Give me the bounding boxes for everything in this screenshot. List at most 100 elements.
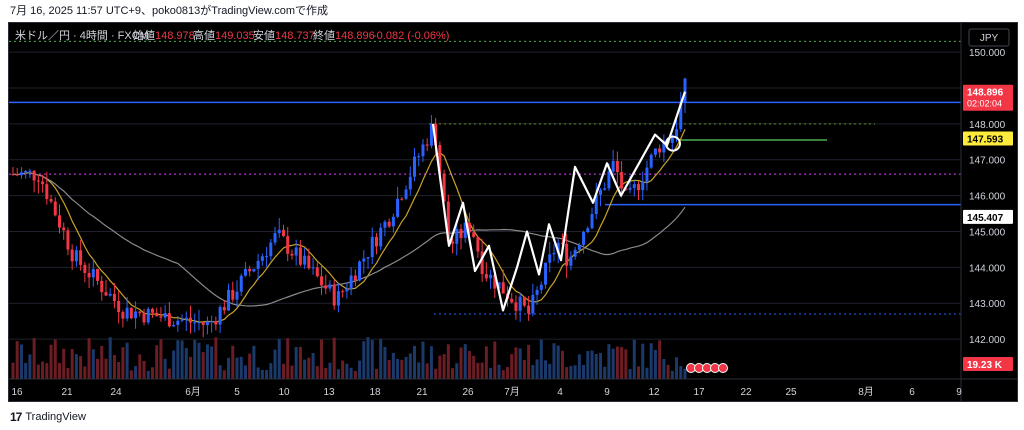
candle-body (679, 102, 683, 130)
candle-body (104, 292, 108, 296)
volume-bar (590, 350, 594, 379)
candle-body (353, 275, 357, 281)
candle-body (28, 170, 32, 172)
volume-bar (404, 356, 408, 379)
close-label: 終値 (313, 28, 335, 42)
capture-info: 7月 16, 2025 11:57 UTC+9、poko0813がTrading… (0, 0, 1024, 22)
volume-tag-bg (963, 357, 1013, 371)
highlight-circle (665, 135, 681, 152)
volume-bar (79, 356, 83, 379)
candle-body (446, 201, 450, 242)
volume-bar (294, 346, 298, 379)
candle-body (100, 280, 104, 293)
slow-moving-average (12, 172, 686, 307)
volume-bar (594, 353, 598, 379)
volume-bar (150, 367, 154, 379)
candle-body (535, 289, 539, 295)
volume-bar (429, 346, 433, 379)
volume-bar (510, 354, 514, 379)
candle-body (603, 188, 607, 190)
candle-body (611, 160, 615, 172)
candle-body (239, 275, 243, 292)
candle-body (476, 236, 480, 252)
candle-body (79, 250, 83, 265)
candle-body (358, 261, 362, 281)
volume-bar (142, 360, 146, 379)
chart-frame[interactable]: 米ドル／円 · 4時間 · FXCM 始値 148.978 高値 149.035… (8, 22, 1018, 402)
tradingview-logo[interactable]: 17 TradingView (10, 410, 86, 424)
candle-body (641, 182, 645, 191)
x-tick-label: 17 (693, 387, 705, 398)
candle-body (569, 256, 573, 266)
volume-bar (83, 366, 87, 379)
volume-bar (180, 340, 184, 379)
volume-bar (370, 339, 374, 379)
volume-bar (518, 348, 522, 379)
candle-body (286, 236, 290, 254)
volume-bar (413, 345, 417, 379)
volume-bar (104, 358, 108, 379)
candle-body (19, 172, 23, 176)
candle-body (425, 144, 429, 146)
candle-body (383, 221, 387, 228)
x-tick-label: 25 (785, 387, 797, 398)
volume-bar (374, 368, 378, 379)
x-tick-label: 18 (369, 387, 381, 398)
volume-bar (649, 343, 653, 379)
volume-bar (45, 363, 49, 379)
candle-body (150, 308, 154, 313)
candle-body (577, 244, 581, 250)
economic-events[interactable] (686, 363, 728, 373)
volume-bar (548, 363, 552, 379)
x-tick-label: 5 (234, 387, 240, 398)
volume-bar (15, 341, 19, 379)
volume-bar (459, 347, 463, 379)
volume-bar (552, 343, 556, 379)
price-axis[interactable]: 150.000149.000148.000147.000146.000145.0… (960, 23, 1013, 401)
volume-bar (163, 358, 167, 379)
candle-body (125, 307, 129, 319)
volume-bar (290, 365, 294, 379)
candle-body (311, 267, 315, 269)
volume-bar (91, 349, 95, 379)
low-label: 安値 (253, 28, 275, 42)
volume-bar (28, 354, 32, 379)
candle-body (62, 227, 66, 231)
candles (11, 77, 687, 338)
y-tick-label: 148.000 (969, 120, 1006, 131)
volume-bar (463, 344, 467, 379)
volume-bar (243, 365, 247, 379)
volume-bar (611, 348, 615, 379)
volume-bar (586, 350, 590, 379)
last-price-tag-bg (963, 84, 1013, 111)
candle-body (66, 230, 70, 250)
candle-body (429, 123, 433, 146)
candle-body (129, 307, 133, 319)
candle-body (370, 236, 374, 258)
volume-bar (205, 344, 209, 379)
candle-body (510, 298, 514, 303)
candle-body (138, 311, 142, 314)
currency-button[interactable] (968, 28, 1010, 47)
volume-bar (19, 344, 23, 379)
candle-body (167, 313, 171, 327)
volume-bar (134, 366, 138, 379)
price-chart[interactable]: 米ドル／円 · 4時間 · FXCM 始値 148.978 高値 149.035… (9, 23, 1017, 401)
candle-body (307, 255, 311, 269)
volume-bar (645, 367, 649, 379)
candle-body (374, 236, 378, 247)
candle-body (324, 285, 328, 289)
volume-bar (366, 337, 370, 379)
volume-bar (298, 346, 302, 379)
candle-body (57, 215, 61, 228)
candle-body (91, 268, 95, 278)
volume-bar (24, 363, 28, 379)
volume-bar (569, 365, 573, 379)
volume-bar (248, 353, 252, 379)
candle-body (438, 145, 442, 174)
volume-bar (387, 359, 391, 379)
candle-body (15, 174, 19, 176)
currency-label: JPY (980, 33, 999, 44)
time-axis[interactable]: 16 21 24 6月 5 10 13 18 21 26 7月 4 9 12 17 22 25 8月 6 9 (9, 378, 1017, 398)
candle-body (341, 291, 345, 293)
